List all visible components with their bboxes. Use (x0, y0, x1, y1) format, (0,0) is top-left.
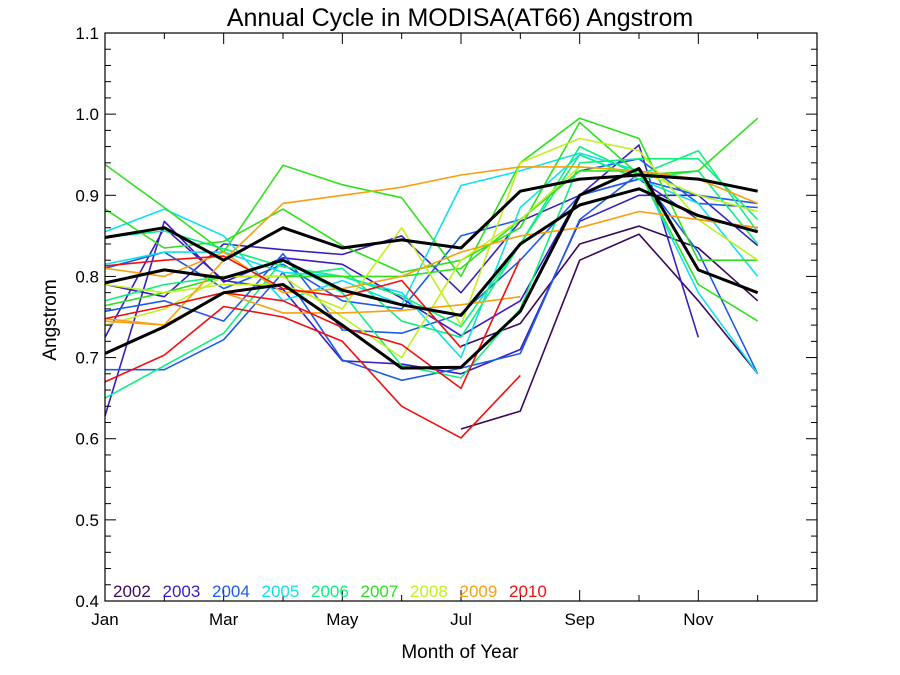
series-line-mean-24 (104, 173, 758, 262)
series-line-mean-26 (104, 167, 759, 370)
legend-item-2010: 2010 (509, 582, 547, 601)
x-tick-label: May (326, 610, 359, 629)
series-line-2003-3 (104, 194, 759, 375)
series-layer (104, 117, 759, 439)
series-line-2007-13 (104, 117, 758, 278)
y-tick-label: 0.8 (75, 267, 99, 286)
x-tick-label: Nov (683, 610, 714, 629)
legend: 2002 2003 2004 2005 2006 2007 2008 2009 2010 (113, 582, 547, 601)
chart-title: Annual Cycle in MODISA(AT66) Angstrom (227, 4, 693, 32)
x-tick-label: Jan (91, 610, 118, 629)
series-line-2010-22 (104, 258, 522, 390)
legend-item-2002: 2002 (113, 582, 151, 601)
y-axis-label: Angstrom (40, 279, 61, 360)
legend-item-2007: 2007 (361, 582, 399, 601)
series-line-2008-16 (104, 137, 759, 326)
legend-item-2006: 2006 (311, 582, 349, 601)
legend-item-2008: 2008 (410, 582, 448, 601)
x-tick-label: Jul (450, 610, 472, 629)
x-tick-label: Mar (209, 610, 239, 629)
y-tick-label: 0.9 (75, 186, 99, 205)
x-tick-label: Sep (565, 610, 595, 629)
y-tick-label: 0.6 (75, 430, 99, 449)
x-axis-label: Month of Year (401, 642, 519, 663)
legend-item-2005: 2005 (262, 582, 300, 601)
ticks-layer: Jan Mar May Jul Sep Nov 0.4 0.5 0.6 0.7 0.8 0.9 1.0 1… (75, 24, 817, 629)
series-line-2010-21 (104, 305, 521, 439)
series-line-2010-23 (104, 255, 462, 349)
series-line-2002-1 (460, 225, 759, 347)
legend-item-2003: 2003 (163, 582, 201, 601)
legend-item-2004: 2004 (212, 582, 250, 601)
plot-frame (104, 32, 818, 602)
y-tick-label: 0.4 (75, 592, 99, 611)
y-tick-label: 1.0 (75, 105, 99, 124)
series-line-mean-25 (104, 187, 759, 317)
series-line-2007-15 (104, 170, 759, 322)
legend-item-2009: 2009 (460, 582, 498, 601)
y-tick-label: 0.5 (75, 511, 99, 530)
series-line-2004-6 (104, 178, 758, 334)
series-line-2002-0 (460, 233, 759, 430)
y-tick-label: 0.7 (75, 349, 99, 368)
series-line-2009-18 (104, 166, 759, 326)
y-tick-label: 1.1 (75, 24, 99, 43)
